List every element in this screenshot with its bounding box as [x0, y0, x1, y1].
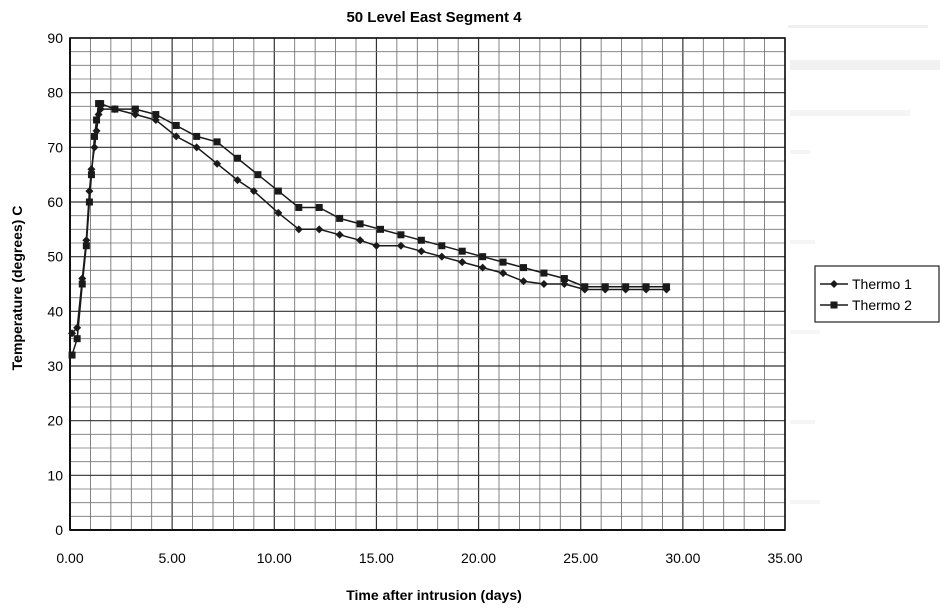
data-point-square: [540, 269, 548, 277]
data-point-square: [417, 236, 425, 244]
data-point-square: [581, 283, 589, 291]
data-point-diamond: [499, 269, 508, 278]
x-tick-label: 5.00: [159, 550, 186, 566]
data-point-diamond: [372, 241, 381, 250]
x-tick-label: 35.00: [767, 550, 802, 566]
legend-box: [814, 265, 940, 323]
data-point-diamond: [85, 187, 94, 196]
data-point-diamond: [417, 247, 426, 256]
data-point-square: [131, 105, 139, 113]
x-tick-label: 20.00: [461, 550, 496, 566]
data-point-square: [315, 203, 323, 211]
data-point-diamond: [249, 187, 258, 196]
series-layer: [68, 100, 671, 359]
legend-marker-square: [830, 301, 838, 309]
x-axis-label: Time after intrusion (days): [346, 587, 522, 603]
data-point-diamond: [458, 258, 467, 267]
data-point-square: [397, 231, 405, 239]
data-point-diamond: [172, 132, 181, 141]
data-point-square: [254, 171, 262, 179]
data-point-square: [172, 121, 180, 129]
data-point-diamond: [335, 230, 344, 239]
y-tick-label: 90: [47, 30, 63, 46]
data-point-square: [73, 335, 81, 343]
data-point-square: [356, 220, 364, 228]
data-point-square: [479, 253, 487, 261]
data-point-square: [520, 264, 528, 272]
data-point-diamond: [90, 143, 99, 152]
data-point-diamond: [213, 159, 222, 168]
data-point-square: [234, 154, 242, 162]
y-tick-labels: 0 10 20 30 40 50 60 70 80 90: [47, 30, 63, 538]
x-tick-label: 30.00: [665, 550, 700, 566]
legend-label-thermo-1: Thermo 1: [852, 276, 912, 292]
y-axis-label: Temperature (degrees) C: [9, 206, 25, 371]
legend-marker-diamond: [830, 280, 838, 288]
data-point-square: [152, 111, 160, 119]
data-point-diamond: [356, 236, 365, 245]
data-point-diamond: [274, 208, 283, 217]
y-tick-label: 50: [47, 249, 63, 265]
data-point-diamond: [478, 263, 487, 272]
data-point-square: [663, 283, 671, 291]
data-point-square: [438, 242, 446, 250]
y-tick-label: 70: [47, 139, 63, 155]
data-point-square: [111, 105, 119, 113]
y-tick-label: 20: [47, 413, 63, 429]
data-point-square: [560, 275, 568, 283]
y-tick-label: 60: [47, 194, 63, 210]
data-point-square: [93, 116, 101, 124]
data-point-square: [193, 132, 201, 140]
data-point-diamond: [539, 280, 548, 288]
y-tick-label: 80: [47, 85, 63, 101]
data-point-square: [85, 198, 93, 206]
data-point-diamond: [437, 252, 446, 261]
data-point-square: [336, 214, 344, 222]
data-point-square: [377, 225, 385, 233]
y-tick-label: 40: [47, 303, 63, 319]
data-point-diamond: [519, 277, 528, 286]
x-tick-label: 15.00: [359, 550, 394, 566]
data-point-square: [78, 280, 86, 288]
data-point-square: [274, 187, 282, 195]
data-point-square: [213, 138, 221, 146]
data-point-diamond: [294, 225, 303, 234]
data-point-diamond: [192, 143, 201, 152]
data-point-diamond: [233, 176, 242, 185]
legend-label-thermo-2: Thermo 2: [852, 297, 912, 313]
y-tick-label: 30: [47, 358, 63, 374]
data-point-square: [97, 100, 105, 108]
axes: [69, 37, 786, 531]
data-point-diamond: [315, 225, 324, 234]
y-tick-label: 10: [47, 467, 63, 483]
data-point-square: [499, 258, 507, 266]
chart-title: 50 Level East Segment 4: [346, 9, 522, 26]
y-tick-label: 0: [55, 522, 63, 538]
x-tick-label: 25.00: [563, 550, 598, 566]
data-point-diamond: [396, 241, 405, 250]
scan-bleed-decoration: [788, 25, 940, 504]
data-point-square: [458, 247, 466, 255]
data-point-square: [91, 132, 99, 140]
series-2: [68, 100, 671, 359]
x-tick-label: 0.00: [56, 550, 83, 566]
data-point-square: [295, 203, 303, 211]
x-tick-labels: 0.00 5.00 10.00 15.00 20.00 25.00 30.00 35.00: [56, 550, 802, 566]
data-point-square: [68, 351, 76, 359]
data-point-square: [642, 283, 650, 291]
data-point-square: [87, 171, 95, 179]
data-point-square: [601, 283, 609, 291]
x-tick-label: 10.00: [257, 550, 292, 566]
data-point-square: [622, 283, 630, 291]
legend: Thermo 1 Thermo 2: [814, 265, 940, 323]
data-point-square: [82, 242, 90, 250]
